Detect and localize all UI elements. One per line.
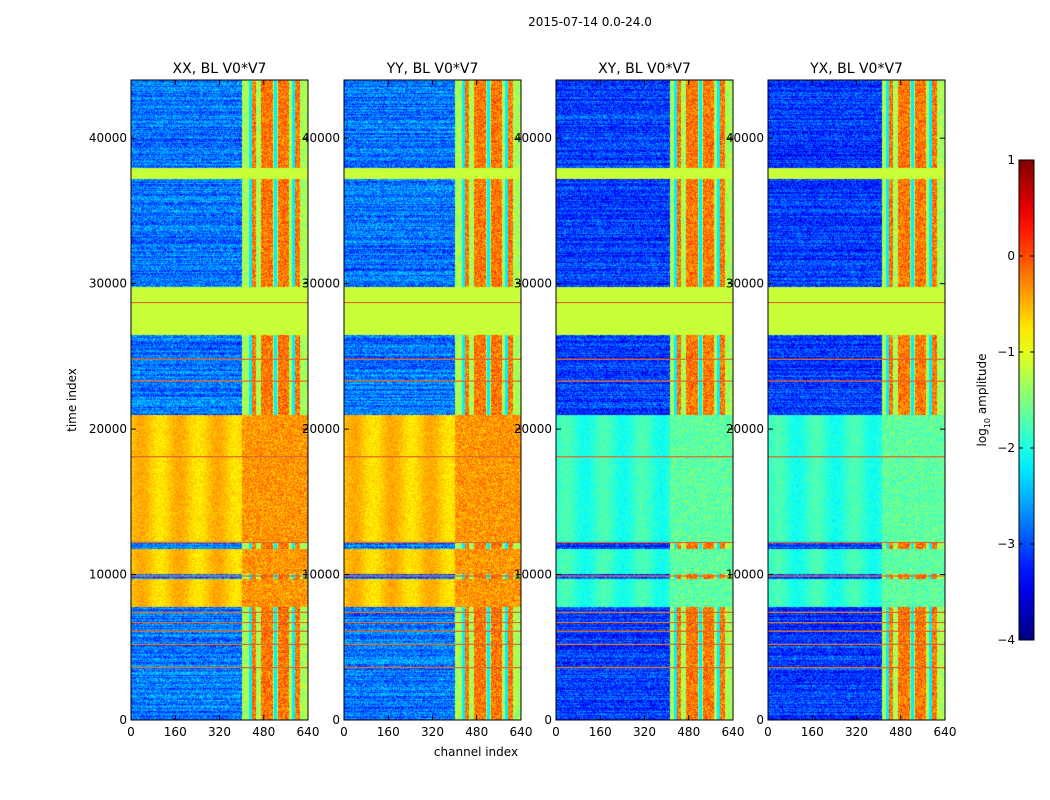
x-tick-label: 320 — [633, 725, 656, 739]
x-tick-label: 0 — [340, 725, 348, 739]
panel-title: XY, BL V0*V7 — [598, 61, 691, 77]
colorbar-tick-label: 0 — [1007, 249, 1015, 263]
y-tick-label: 10000 — [89, 568, 127, 582]
y-tick-label: 10000 — [726, 568, 764, 582]
x-tick-label: 480 — [252, 725, 275, 739]
colorbar-tick-label: 1 — [1007, 153, 1015, 167]
panel-4: YX, BL V0*V7 0 160 320 480 640 0 10000 20000 3000… — [726, 61, 957, 739]
x-tick-label: 0 — [127, 725, 135, 739]
panel-title: YX, BL V0*V7 — [809, 61, 903, 77]
x-tick-label: 640 — [297, 725, 320, 739]
x-tick-label: 0 — [552, 725, 560, 739]
panel-2: YY, BL V0*V7 0 160 320 480 640 0 10000 20000 3000… — [302, 61, 533, 739]
x-tick-label: 640 — [934, 725, 957, 739]
panel-title: YY, BL V0*V7 — [386, 61, 479, 77]
x-tick-label: 320 — [845, 725, 868, 739]
heatmap-panels: XX, BL V0*V7 0 160 320 480 640 0 10000 20000 3000… — [89, 61, 957, 739]
colorbar-tick-label: −1 — [997, 345, 1015, 359]
y-tick-label: 20000 — [302, 422, 340, 436]
x-axis-label: channel index — [434, 745, 518, 759]
x-tick-label: 0 — [764, 725, 772, 739]
y-tick-label: 0 — [544, 713, 552, 727]
panel-1: XX, BL V0*V7 0 160 320 480 640 0 10000 20000 3000… — [89, 61, 320, 739]
x-tick-label: 160 — [377, 725, 400, 739]
y-tick-label: 20000 — [726, 422, 764, 436]
heatmap-image — [344, 80, 521, 720]
y-tick-label: 10000 — [514, 568, 552, 582]
colorbar-bar — [1018, 159, 1035, 641]
y-tick-label: 0 — [332, 713, 340, 727]
y-tick-label: 40000 — [726, 131, 764, 145]
y-tick-label: 20000 — [514, 422, 552, 436]
colorbar-label-subscript: 10 — [983, 418, 992, 428]
x-tick-label: 480 — [677, 725, 700, 739]
x-tick-label: 160 — [164, 725, 187, 739]
x-tick-label: 640 — [510, 725, 533, 739]
panel-3: XY, BL V0*V7 0 160 320 480 640 0 10000 20000 3000… — [514, 61, 745, 739]
x-tick-label: 320 — [421, 725, 444, 739]
y-tick-label: 40000 — [89, 131, 127, 145]
y-tick-label: 30000 — [514, 277, 552, 291]
y-tick-label: 0 — [119, 713, 127, 727]
figure-suptitle: 2015-07-14 0.0-24.0 — [528, 15, 652, 29]
y-axis-label: time index — [65, 368, 79, 432]
x-tick-label: 160 — [589, 725, 612, 739]
colorbar-label-rest: amplitude — [975, 354, 989, 418]
y-tick-label: 0 — [756, 713, 764, 727]
heatmap-image — [131, 80, 308, 720]
colorbar-tick-label: −2 — [997, 441, 1015, 455]
colorbar-tick-label: −3 — [997, 537, 1015, 551]
y-tick-label: 30000 — [726, 277, 764, 291]
y-tick-label: 40000 — [302, 131, 340, 145]
heatmap-image — [556, 80, 733, 720]
colorbar-label-log: log — [975, 428, 989, 446]
x-tick-label: 640 — [722, 725, 745, 739]
colorbar-label: log10 amplitude — [975, 354, 992, 447]
y-tick-label: 30000 — [89, 277, 127, 291]
colorbar-tick-label: −4 — [997, 633, 1015, 647]
x-tick-label: 480 — [465, 725, 488, 739]
x-tick-label: 160 — [801, 725, 824, 739]
y-tick-label: 40000 — [514, 131, 552, 145]
y-tick-label: 10000 — [302, 568, 340, 582]
y-tick-label: 20000 — [89, 422, 127, 436]
y-tick-label: 30000 — [302, 277, 340, 291]
panel-title: XX, BL V0*V7 — [173, 61, 267, 77]
x-tick-label: 320 — [208, 725, 231, 739]
x-tick-label: 480 — [889, 725, 912, 739]
heatmap-image — [768, 80, 945, 720]
